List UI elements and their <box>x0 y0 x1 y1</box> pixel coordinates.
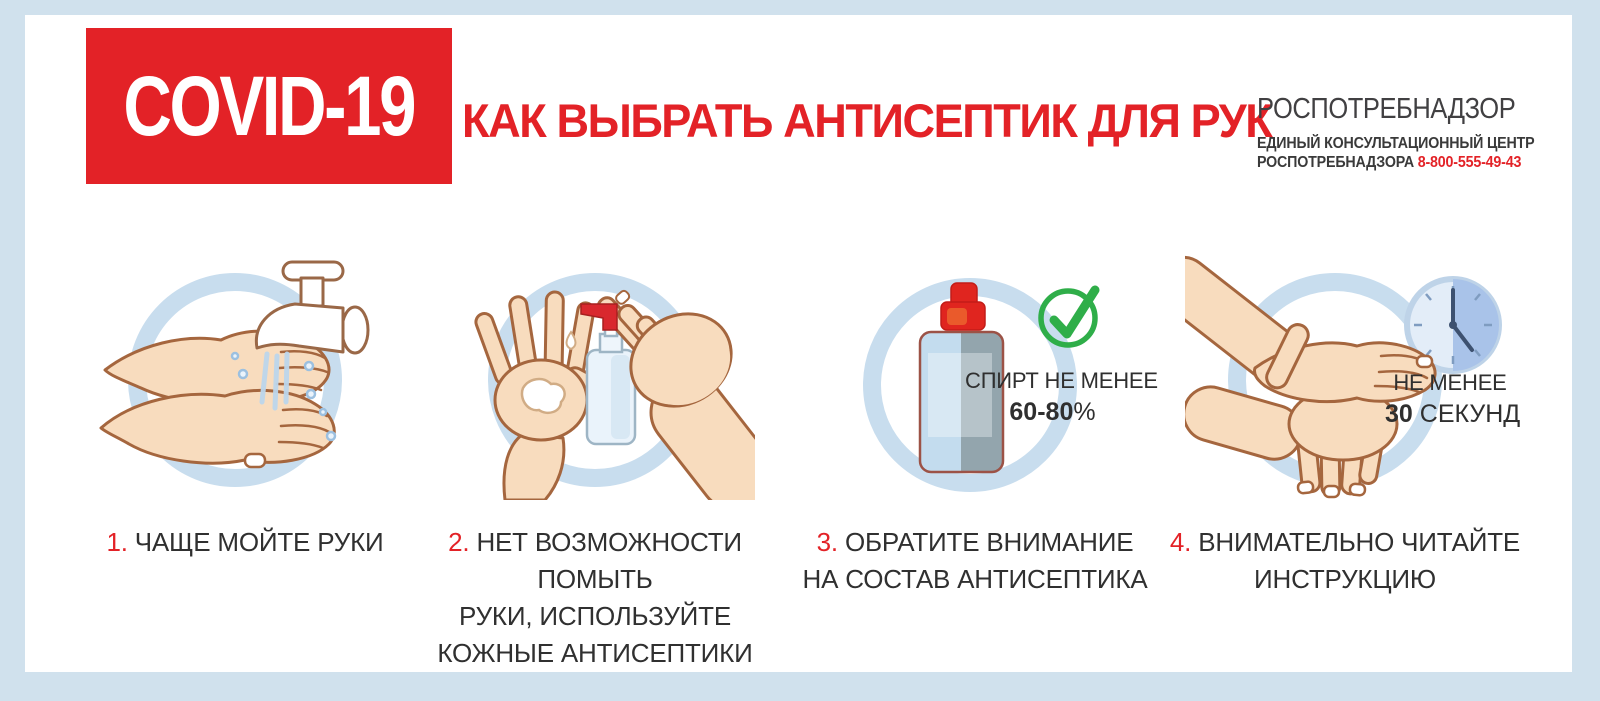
step-column-3: СПИРТ НЕ МЕНЕЕ 60-80% 3. ОБРАТИТЕ ВНИМАН… <box>790 240 1160 640</box>
sanitizer-blob <box>520 377 566 414</box>
step-column-2: 2. НЕТ ВОЗМОЖНОСТИ ПОМЫТЬ РУКИ, ИСПОЛЬЗУ… <box>410 240 780 668</box>
org-name: РОСПОТРЕБНАДЗОР <box>1257 93 1516 125</box>
clock-hands <box>1451 288 1474 352</box>
sanitizer-bottle-approved-icon <box>863 278 1100 492</box>
note-line2: 60-80% <box>965 398 1140 427</box>
caption-line: НА СОСТАВ АНТИСЕПТИКА <box>802 563 1148 594</box>
note-line1: СПИРТ НЕ МЕНЕЕ <box>965 368 1158 393</box>
step-number: 1. <box>106 527 128 557</box>
step-column-1: 1. ЧАЩЕ МОЙТЕ РУКИ <box>60 240 430 640</box>
covid-badge-label: COVID-19 <box>123 58 417 153</box>
water-stream <box>259 351 290 411</box>
caption-line: ВНИМАТЕЛЬНО ЧИТАЙТЕ <box>1198 527 1521 557</box>
poster-title: КАК ВЫБРАТЬ АНТИСЕПТИК ДЛЯ РУК <box>462 94 1273 147</box>
pump-nozzle <box>580 303 618 331</box>
sanitizer-pump-on-hand-icon <box>474 273 755 500</box>
note-line1: НЕ МЕНЕЕ <box>1393 370 1507 395</box>
caption-line: ЧАЩЕ МОЙТЕ РУКИ <box>134 527 384 557</box>
rubbing-hands-timer-icon <box>1185 255 1502 499</box>
step-number: 4. <box>1169 527 1192 557</box>
step-caption: 1. ЧАЩЕ МОЙТЕ РУКИ <box>60 524 430 561</box>
org-block: РОСПОТРЕБНАДЗОР ЕДИНЫЙ КОНСУЛЬТАЦИОННЫЙ … <box>1257 93 1559 173</box>
note-line2: 30 СЕКУНД <box>1385 400 1520 429</box>
caption-line: КОЖНЫЕ АНТИСЕПТИКИ <box>437 637 753 668</box>
washing-hands-under-tap-icon <box>99 260 370 487</box>
caption-line: ИНСТРУКЦИЮ <box>1254 563 1436 594</box>
cap-highlight <box>947 308 967 325</box>
note-unit: СЕКУНД <box>1412 400 1521 428</box>
step-column-4: НЕ МЕНЕЕ 30 СЕКУНД 4. ВНИМАТЕЛЬНО ЧИТАЙТ… <box>1160 240 1530 640</box>
fingernail <box>243 452 267 469</box>
note-value: 60-80 <box>1009 398 1074 426</box>
org-dept-name: РОСПОТРЕБНАДЗОРА <box>1257 153 1414 171</box>
green-checkmark-icon <box>1038 285 1100 348</box>
step-caption: 3. ОБРАТИТЕ ВНИМАНИЕ НА СОСТАВ АНТИСЕПТИ… <box>790 524 1160 598</box>
duration-note: НЕ МЕНЕЕ 30 СЕКУНД <box>1385 370 1520 429</box>
pressing-hand <box>596 289 755 500</box>
alcohol-content-note: СПИРТ НЕ МЕНЕЕ 60-80% <box>965 368 1158 427</box>
caption-line: ОБРАТИТЕ ВНИМАНИЕ <box>844 527 1134 557</box>
org-contact-lines: ЕДИНЫЙ КОНСУЛЬТАЦИОННЫЙ ЦЕНТР РОСПОТРЕБН… <box>1257 135 1535 173</box>
step-caption: 2. НЕТ ВОЗМОЖНОСТИ ПОМЫТЬ РУКИ, ИСПОЛЬЗУ… <box>410 524 780 672</box>
faucet <box>254 260 370 355</box>
step-number: 2. <box>448 527 470 557</box>
org-phone-line: РОСПОТРЕБНАДЗОРА 8-800-555-49-43 <box>1257 154 1534 173</box>
caption-line: НЕТ ВОЗМОЖНОСТИ ПОМЫТЬ <box>476 527 742 594</box>
step-number: 3. <box>816 527 838 557</box>
org-dept-line: ЕДИНЫЙ КОНСУЛЬТАЦИОННЫЙ ЦЕНТР <box>1257 135 1535 152</box>
caption-line: РУКИ, ИСПОЛЬЗУЙТЕ <box>459 600 731 631</box>
org-phone: 8-800-555-49-43 <box>1417 153 1522 171</box>
sanitizer-drop <box>565 330 577 351</box>
water-drops <box>230 351 337 442</box>
step-caption: 4. ВНИМАТЕЛЬНО ЧИТАЙТЕ ИНСТРУКЦИЮ <box>1160 524 1530 598</box>
note-unit: % <box>1073 398 1096 426</box>
flat-sanitizer-bottle <box>918 282 1005 474</box>
fingernails <box>1296 354 1434 499</box>
timer-clock-icon <box>1404 276 1502 374</box>
rubbing-hands <box>1185 255 1437 498</box>
sanitizer-bottle <box>585 314 637 446</box>
note-value: 30 <box>1385 400 1413 428</box>
covid-badge: COVID-19 <box>86 28 452 184</box>
